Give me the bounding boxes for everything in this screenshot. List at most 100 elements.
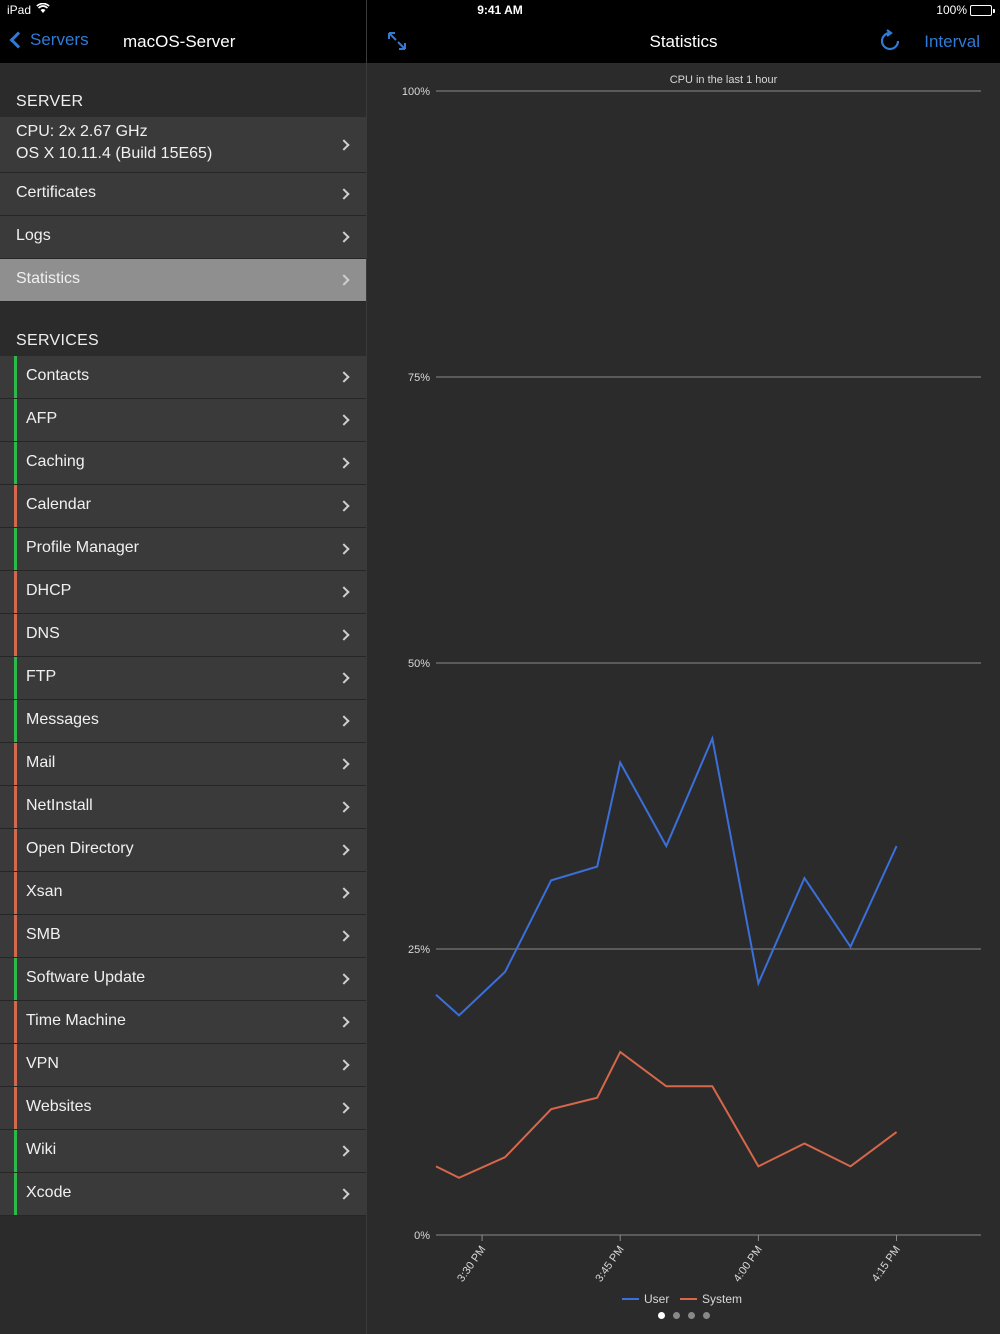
- service-item-calendar[interactable]: Calendar: [0, 485, 366, 528]
- service-item-software-update[interactable]: Software Update: [0, 958, 366, 1001]
- y-tick-label: 50%: [408, 658, 430, 670]
- service-item-profile-manager[interactable]: Profile Manager: [0, 528, 366, 571]
- sidebar: SERVER CPU: 2x 2.67 GHz OS X 10.11.4 (Bu…: [0, 63, 366, 1334]
- service-item-label: Profile Manager: [26, 539, 139, 556]
- service-item-mail[interactable]: Mail: [0, 743, 366, 786]
- service-item-afp[interactable]: AFP: [0, 399, 366, 442]
- chevron-left-icon: [9, 31, 27, 49]
- y-tick-label: 25%: [408, 944, 430, 956]
- chevron-right-icon: [338, 543, 350, 555]
- chevron-right-icon: [338, 414, 350, 426]
- service-status-indicator: [14, 786, 17, 828]
- chevron-right-icon: [338, 188, 350, 200]
- service-item-websites[interactable]: Websites: [0, 1087, 366, 1130]
- carrier-label: iPad: [7, 3, 32, 17]
- server-item-certificates[interactable]: Certificates: [0, 173, 366, 216]
- service-status-indicator: [14, 485, 17, 527]
- service-item-ftp[interactable]: FTP: [0, 657, 366, 700]
- services-section-header: SERVICES: [16, 332, 100, 349]
- server-item-label: Certificates: [16, 184, 97, 201]
- chevron-right-icon: [338, 586, 350, 598]
- back-button[interactable]: Servers: [8, 30, 89, 50]
- page-dot[interactable]: [657, 1312, 665, 1319]
- service-item-open-directory[interactable]: Open Directory: [0, 829, 366, 872]
- master-nav-bar: Servers macOS-Server: [0, 22, 366, 63]
- chevron-right-icon: [338, 1016, 350, 1028]
- service-item-label: Software Update: [26, 969, 146, 986]
- wifi-icon: [36, 2, 50, 17]
- page-dot[interactable]: [687, 1312, 695, 1319]
- service-item-smb[interactable]: SMB: [0, 915, 366, 958]
- status-time: 9:41 AM: [477, 3, 523, 17]
- service-item-label: Caching: [26, 453, 85, 470]
- chevron-right-icon: [338, 758, 350, 770]
- server-item-logs[interactable]: Logs: [0, 216, 366, 259]
- chevron-right-icon: [338, 274, 350, 286]
- service-status-indicator: [14, 915, 17, 957]
- service-item-label: Messages: [26, 711, 99, 728]
- y-tick-label: 75%: [408, 372, 430, 384]
- service-item-netinstall[interactable]: NetInstall: [0, 786, 366, 829]
- service-status-indicator: [14, 829, 17, 871]
- legend-label-user: User: [644, 1292, 669, 1306]
- service-item-label: Open Directory: [26, 840, 134, 857]
- chevron-right-icon: [338, 629, 350, 641]
- service-item-dhcp[interactable]: DHCP: [0, 571, 366, 614]
- chevron-right-icon: [338, 500, 350, 512]
- x-tick-label: 4:15 PM: [870, 1244, 903, 1284]
- split-divider: [366, 0, 367, 1334]
- service-status-indicator: [14, 1087, 17, 1129]
- chevron-right-icon: [338, 1102, 350, 1114]
- server-item-statistics[interactable]: Statistics: [0, 259, 366, 302]
- service-status-indicator: [14, 571, 17, 613]
- refresh-icon[interactable]: [878, 29, 902, 53]
- y-tick-label: 100%: [402, 86, 430, 98]
- service-item-wiki[interactable]: Wiki: [0, 1130, 366, 1173]
- back-button-label: Servers: [30, 30, 89, 49]
- x-tick-label: 3:45 PM: [593, 1244, 626, 1284]
- service-item-time-machine[interactable]: Time Machine: [0, 1001, 366, 1044]
- service-status-indicator: [14, 657, 17, 699]
- service-item-dns[interactable]: DNS: [0, 614, 366, 657]
- chevron-right-icon: [338, 1059, 350, 1071]
- service-status-indicator: [14, 528, 17, 570]
- chevron-right-icon: [338, 973, 350, 985]
- service-item-messages[interactable]: Messages: [0, 700, 366, 743]
- page-dot[interactable]: [702, 1312, 710, 1319]
- interval-button[interactable]: Interval: [924, 32, 980, 51]
- service-item-label: DHCP: [26, 582, 72, 599]
- page-dot[interactable]: [672, 1312, 680, 1319]
- server-title: macOS-Server: [123, 32, 236, 51]
- x-tick-label: 4:00 PM: [732, 1244, 765, 1284]
- service-status-indicator: [14, 1130, 17, 1172]
- service-item-label: Calendar: [26, 496, 91, 513]
- service-status-indicator: [14, 1044, 17, 1086]
- expand-icon[interactable]: [385, 29, 409, 53]
- x-tick-label: 3:30 PM: [455, 1244, 488, 1284]
- service-item-contacts[interactable]: Contacts: [0, 356, 366, 399]
- detail-nav-bar: Statistics Interval: [367, 22, 1000, 63]
- service-item-vpn[interactable]: VPN: [0, 1044, 366, 1087]
- series-line-system: [435, 1050, 898, 1179]
- service-item-label: Wiki: [26, 1141, 57, 1158]
- page-indicator[interactable]: [367, 1312, 1000, 1319]
- chevron-right-icon: [338, 1188, 350, 1200]
- service-status-indicator: [14, 872, 17, 914]
- service-item-caching[interactable]: Caching: [0, 442, 366, 485]
- service-item-label: FTP: [26, 668, 57, 685]
- service-status-indicator: [14, 743, 17, 785]
- service-item-xcode[interactable]: Xcode: [0, 1173, 366, 1216]
- service-item-xsan[interactable]: Xsan: [0, 872, 366, 915]
- service-item-label: Xsan: [26, 883, 63, 900]
- series-line-user: [435, 735, 898, 1017]
- y-tick-label: 0%: [414, 1230, 430, 1242]
- chevron-right-icon: [338, 887, 350, 899]
- chevron-right-icon: [338, 457, 350, 469]
- server-info-row[interactable]: CPU: 2x 2.67 GHz OS X 10.11.4 (Build 15E…: [0, 117, 366, 173]
- service-status-indicator: [14, 614, 17, 656]
- chevron-right-icon: [338, 139, 350, 151]
- service-item-label: NetInstall: [26, 797, 93, 814]
- service-item-label: SMB: [26, 926, 61, 943]
- server-item-label: Statistics: [16, 270, 81, 287]
- chart-title: CPU in the last 1 hour: [670, 74, 778, 86]
